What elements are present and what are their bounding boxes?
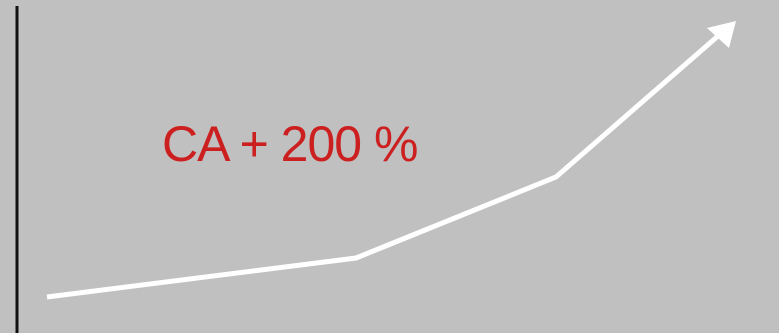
growth-headline: CA + 200 %: [162, 112, 417, 176]
